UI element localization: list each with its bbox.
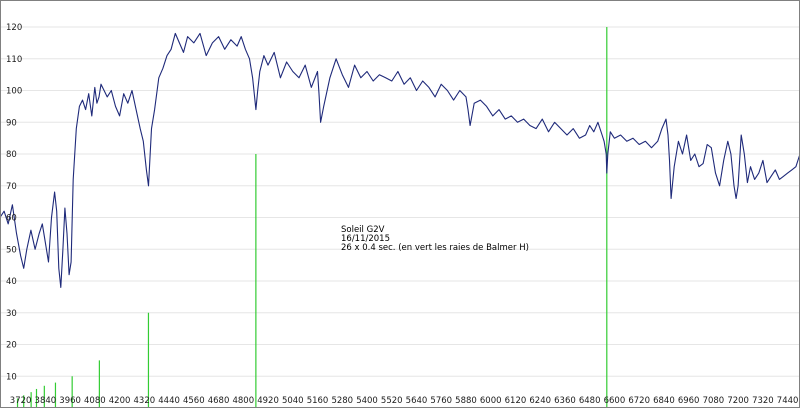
x-tick-label: 7080 bbox=[703, 396, 725, 406]
x-tick-label: 5400 bbox=[356, 396, 378, 406]
y-tick-label: 120 bbox=[6, 23, 22, 33]
x-tick-label: 6480 bbox=[579, 396, 601, 406]
x-tick-label: 6000 bbox=[480, 396, 502, 406]
x-tick-label: 6360 bbox=[554, 396, 576, 406]
y-tick-label: 50 bbox=[6, 245, 17, 255]
x-tick-label: 5520 bbox=[381, 396, 403, 406]
x-tick-label: 4440 bbox=[158, 396, 180, 406]
y-tick-label: 60 bbox=[6, 214, 17, 224]
y-tick-label: 70 bbox=[6, 182, 17, 192]
annotation-line-2: 16/11/2015 bbox=[341, 234, 390, 244]
x-tick-label: 7200 bbox=[727, 396, 749, 406]
y-tick-label: 20 bbox=[6, 341, 17, 351]
y-tick-label: 10 bbox=[6, 372, 17, 382]
x-tick-label: 3720 bbox=[10, 396, 32, 406]
x-tick-label: 4560 bbox=[183, 396, 205, 406]
x-tick-label: 5640 bbox=[406, 396, 428, 406]
x-tick-label: 7440 bbox=[777, 396, 799, 406]
annotation-line-1: Soleil G2V bbox=[341, 225, 385, 235]
x-tick-label: 4800 bbox=[232, 396, 254, 406]
y-tick-label: 110 bbox=[6, 55, 22, 65]
y-tick-label: 30 bbox=[6, 309, 17, 319]
x-tick-label: 5280 bbox=[331, 396, 353, 406]
y-tick-label: 80 bbox=[6, 150, 17, 160]
x-tick-label: 6600 bbox=[604, 396, 626, 406]
x-tick-label: 4200 bbox=[109, 396, 131, 406]
x-tick-labels: 3720 3840 3960 4080 4200 4320 4440 4560 4680 4800… bbox=[10, 396, 799, 406]
x-tick-label: 6240 bbox=[529, 396, 551, 406]
x-tick-label: 5040 bbox=[282, 396, 304, 406]
balmer-lines-layer bbox=[16, 27, 608, 408]
series-layer bbox=[0, 32, 800, 288]
annotation: Soleil G2V 16/11/2015 26 x 0.4 sec. (en … bbox=[341, 225, 529, 253]
x-tick-label: 6840 bbox=[653, 396, 675, 406]
spectrum-series-line bbox=[0, 32, 800, 288]
y-tick-label: 100 bbox=[6, 87, 22, 97]
x-tick-label: 6720 bbox=[628, 396, 650, 406]
annotation-line-3: 26 x 0.4 sec. (en vert les raies de Balm… bbox=[341, 243, 529, 253]
x-tick-label: 3840 bbox=[35, 396, 57, 406]
x-tick-label: 6960 bbox=[678, 396, 700, 406]
x-tick-label: 4920 bbox=[257, 396, 279, 406]
y-tick-label: 40 bbox=[6, 277, 17, 287]
x-tick-label: 5160 bbox=[307, 396, 329, 406]
y-tick-label: 90 bbox=[6, 118, 17, 128]
x-tick-label: 4680 bbox=[208, 396, 230, 406]
grid-layer bbox=[0, 26, 800, 377]
x-tick-label: 5880 bbox=[455, 396, 477, 406]
x-tick-label: 6120 bbox=[505, 396, 527, 406]
y-tick-labels: 10 20 30 40 50 60 70 80 90 100 110 120 bbox=[6, 23, 22, 382]
x-tick-label: 3960 bbox=[59, 396, 81, 406]
x-tick-label: 7320 bbox=[752, 396, 774, 406]
x-tick-label: 5760 bbox=[430, 396, 452, 406]
x-tick-label: 4080 bbox=[84, 396, 106, 406]
x-tick-label: 4320 bbox=[134, 396, 156, 406]
